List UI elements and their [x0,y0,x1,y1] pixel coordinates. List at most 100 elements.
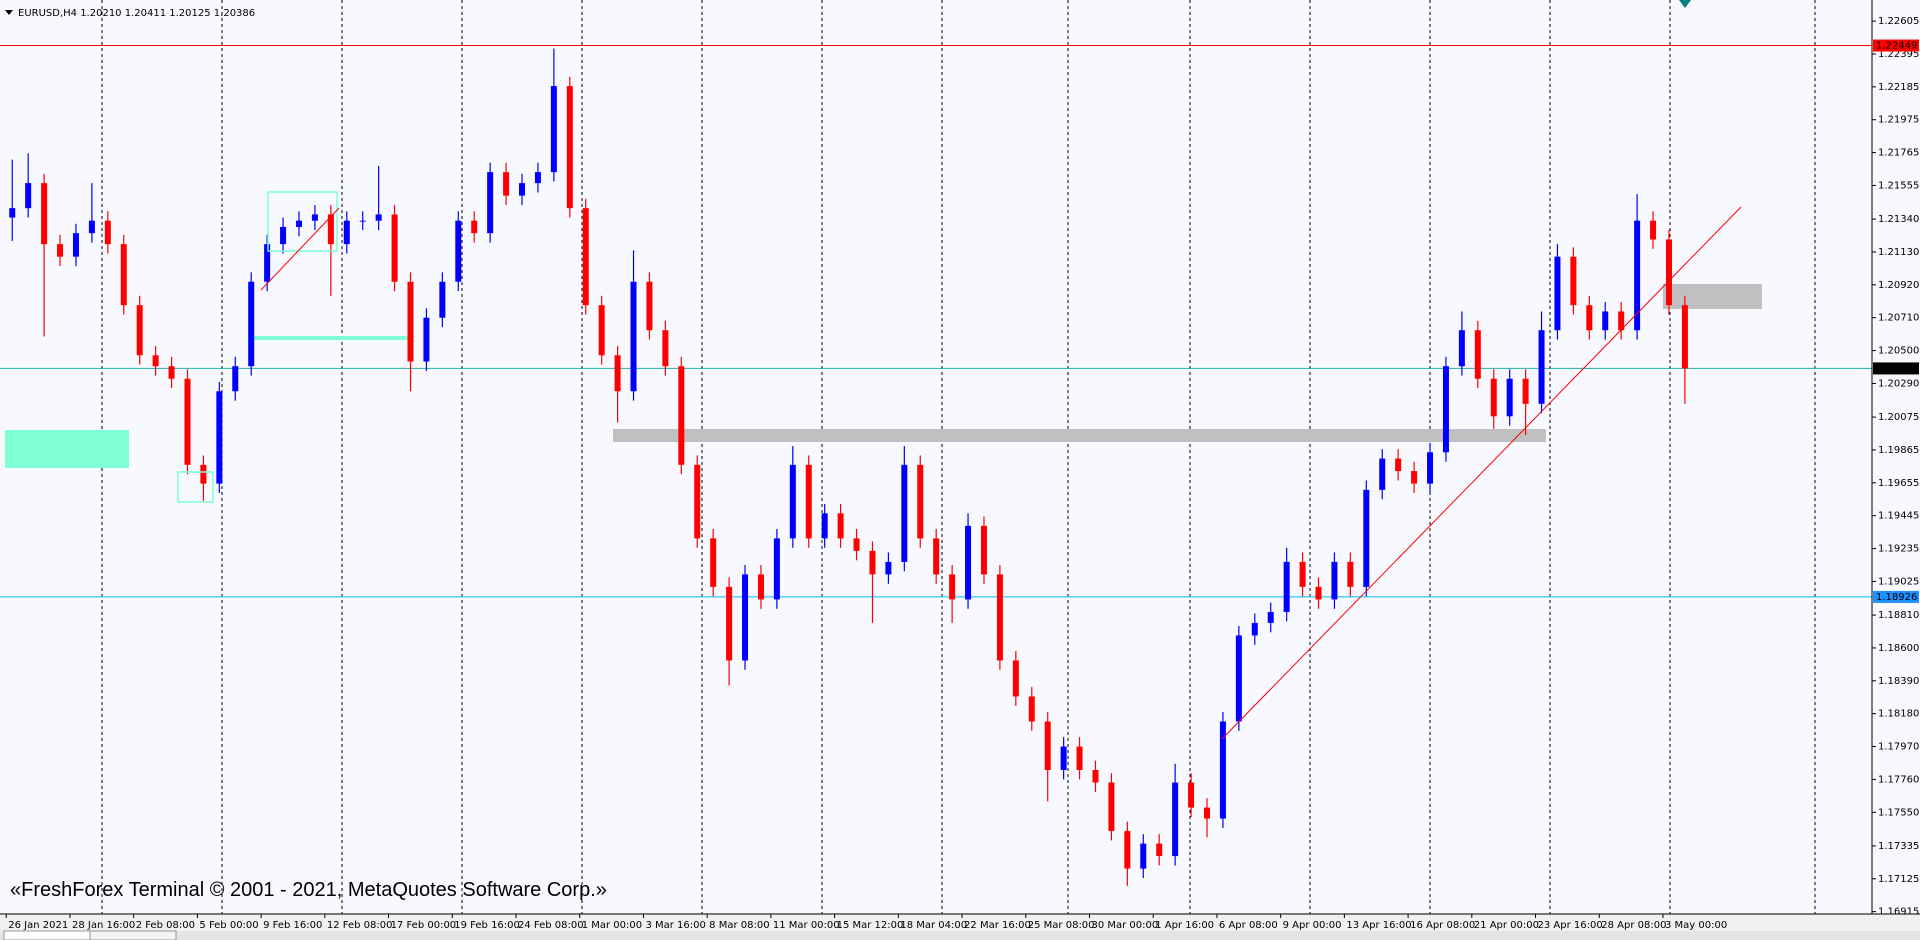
candle-body [184,378,191,465]
tab[interactable] [3,930,91,940]
y-tick-label: 1.17125 [1878,874,1919,885]
candle-body [311,214,318,221]
candle-body [1060,746,1067,771]
y-tick-label: 1.20075 [1878,412,1919,423]
candle-body [136,305,143,356]
time-axis: 26 Jan 2021 28 Jan 16:00 2 Feb 08:00 5 Feb … [5,914,1727,931]
candle-body [1172,782,1179,857]
candle-body [1219,721,1226,819]
shift-marker [1679,0,1691,8]
plot-background [0,0,1872,914]
price-label: 1.20386 [1876,363,1917,374]
candle-body [1522,378,1529,404]
candle-body [1474,330,1481,379]
x-tick-label: 23 Apr 16:00 [1538,920,1603,931]
candle-body [1665,239,1672,306]
x-tick-label: 28 Apr 08:00 [1601,920,1666,931]
x-tick-label: 22 Mar 16:00 [964,920,1031,931]
candle-body [534,172,541,184]
candle-body [1458,330,1465,367]
candle-body [1506,378,1513,417]
x-tick-label: 30 Mar 00:00 [1091,920,1158,931]
menu-arrow[interactable] [5,10,13,15]
y-tick-label: 1.20710 [1878,313,1919,324]
vertical-grid [101,0,1816,914]
candle-body [1267,611,1274,623]
candle-body [1538,330,1545,404]
candle-body [614,355,621,392]
candle-body [439,281,446,318]
tab[interactable] [89,930,177,940]
candle-body [1044,721,1051,771]
candle-body [630,281,637,392]
x-tick-label: 21 Apr 00:00 [1474,920,1539,931]
candle-body [1554,256,1561,331]
x-tick-label: 9 Apr 00:00 [1283,920,1342,931]
x-tick-label: 12 Feb 08:00 [327,920,393,931]
price-label: 1.22449 [1876,41,1917,52]
candle-body [646,281,653,331]
y-tick-label: 1.17550 [1878,807,1919,818]
symbol-header: EURUSD,H4 1.20210 1.20411 1.20125 1.2038… [18,8,255,19]
y-tick-label: 1.19025 [1878,576,1919,587]
candle-body [996,574,1003,661]
candle-body [327,214,334,245]
candle-body [1395,458,1402,472]
candle-body [248,281,255,367]
price-label: 1.18926 [1876,592,1917,603]
x-tick-label: 2 Feb 08:00 [136,920,195,931]
candle-body [168,366,175,379]
candle-body [25,183,32,209]
y-tick-label: 1.21340 [1878,214,1919,225]
x-tick-label: 16 Apr 08:00 [1410,920,1475,931]
candle-body [917,464,924,539]
candle-body [264,244,271,282]
candle-body [423,317,430,362]
tab-bar [0,931,1920,940]
zone-rectangle [613,429,1546,442]
price-axis-background [1872,0,1920,914]
candle-body [1124,831,1131,869]
candle-body [710,538,717,587]
candle-body [726,586,733,661]
candle-body [805,464,812,539]
x-tick-label: 15 Mar 12:00 [837,920,904,931]
y-tick-label: 1.21765 [1878,148,1919,159]
candle-body [869,550,876,575]
zone-rectangle [1663,284,1762,309]
watermark: «FreshForex Terminal © 2001 - 2021, Meta… [10,879,607,901]
candle-body [152,355,159,367]
candle-body [598,305,605,356]
y-tick-label: 1.20500 [1878,346,1919,357]
candle-body [550,86,557,173]
candle-body [885,561,892,575]
candle-body [1092,770,1099,783]
x-tick-label: 1 Apr 16:00 [1155,920,1214,931]
candle-body [359,220,366,222]
candle-body [757,574,764,600]
y-tick-label: 1.19445 [1878,511,1919,522]
candle-body [1602,311,1609,331]
y-tick-label: 1.18600 [1878,643,1919,654]
candle-body [1251,622,1258,636]
candle-body [280,226,287,245]
candle-body [1188,782,1195,808]
candle-body [1299,561,1306,587]
candle-body [566,86,573,209]
x-tick-label: 3 Mar 16:00 [645,920,705,931]
candle-body [1490,378,1497,417]
candle-body [1156,843,1163,857]
candle-body [375,214,382,221]
overlay-objects [177,0,1742,740]
candle-body [1076,746,1083,771]
x-tick-label: 25 Mar 08:00 [1028,920,1095,931]
y-tick-label: 1.17760 [1878,774,1919,785]
candle-body [1363,489,1370,587]
candle-body [662,330,669,367]
candle-body [1411,471,1418,484]
candle-body [853,538,860,551]
candle-body [980,525,987,575]
zone-rectangle [5,430,129,468]
x-tick-label: 17 Feb 00:00 [391,920,457,931]
price-axis: 1.22605 1.22395 1.22185 1.21975 1.21765 1.215… [1872,16,1919,918]
